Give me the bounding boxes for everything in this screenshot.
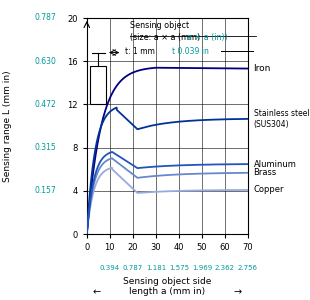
Text: t: 1 mm: t: 1 mm: [126, 47, 158, 56]
Text: 1.575: 1.575: [169, 265, 189, 271]
Text: Sensing object: Sensing object: [130, 21, 189, 30]
Text: 2.756: 2.756: [238, 265, 258, 271]
Text: Sensing object side
length a (mm in): Sensing object side length a (mm in): [123, 277, 212, 296]
Text: 0.472: 0.472: [34, 100, 56, 109]
Text: 0.157: 0.157: [34, 186, 56, 195]
Text: a × a (in)): a × a (in)): [187, 33, 228, 42]
Text: 0.630: 0.630: [34, 57, 56, 66]
Text: Aluminum: Aluminum: [254, 160, 296, 169]
Text: Stainless steel
(SUS304): Stainless steel (SUS304): [254, 109, 309, 129]
Text: (size: a × a (mm): (size: a × a (mm): [130, 33, 203, 42]
Text: Brass: Brass: [254, 168, 277, 177]
Text: Sensing range L (mm in): Sensing range L (mm in): [3, 70, 12, 182]
Text: 0.394: 0.394: [100, 265, 120, 271]
Text: Iron: Iron: [254, 64, 271, 73]
Text: 1.969: 1.969: [192, 265, 212, 271]
Text: 2.362: 2.362: [215, 265, 235, 271]
Text: ←: ←: [93, 287, 101, 298]
Text: 1.181: 1.181: [146, 265, 166, 271]
Text: →: →: [234, 287, 242, 298]
Bar: [90, 65, 106, 104]
Text: Copper: Copper: [254, 185, 284, 194]
Text: 0.315: 0.315: [34, 143, 56, 152]
Text: t 0.039 in: t 0.039 in: [172, 47, 209, 56]
Text: 0.787: 0.787: [34, 14, 56, 22]
Text: 0.787: 0.787: [123, 265, 143, 271]
